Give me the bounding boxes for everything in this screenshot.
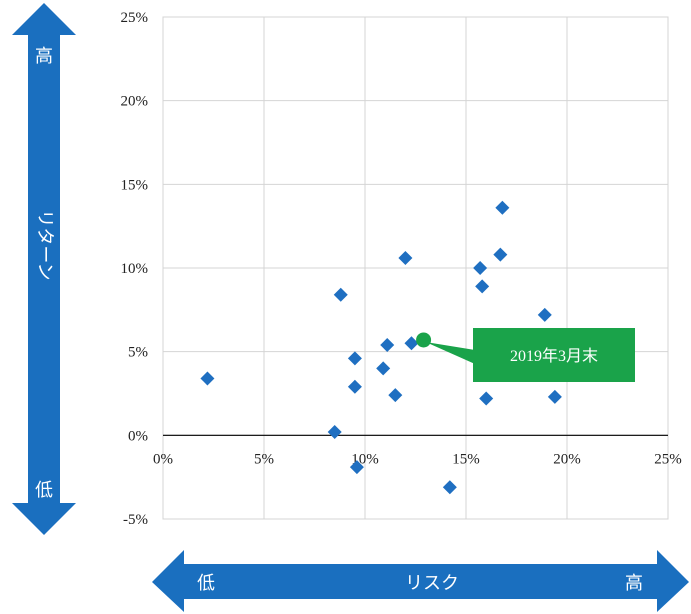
scatter-point bbox=[200, 371, 215, 386]
scatter-point bbox=[347, 351, 362, 366]
scatter-point bbox=[479, 391, 494, 406]
highlight-point bbox=[416, 332, 432, 348]
y-tick-label: 25% bbox=[121, 10, 149, 26]
scatter-point bbox=[380, 337, 395, 352]
x-tick-label: 20% bbox=[553, 451, 581, 467]
scatter-point bbox=[327, 424, 342, 439]
return-arrow-high-label: 高 bbox=[35, 46, 53, 67]
return-arrow: 高 リターン 低 bbox=[12, 3, 76, 535]
y-tick-label: 0% bbox=[128, 428, 148, 444]
highlight-callout-box bbox=[473, 328, 635, 382]
scatter-point bbox=[495, 200, 510, 215]
scatter-point bbox=[473, 261, 488, 275]
scatter-point bbox=[333, 287, 348, 302]
x-tick-label: 15% bbox=[452, 451, 480, 467]
return-arrow-mid-label: リターン bbox=[34, 209, 55, 280]
scatter-point bbox=[398, 250, 413, 265]
highlight-callout-pointer bbox=[425, 341, 475, 364]
scatter-point bbox=[547, 389, 562, 404]
scatter-point bbox=[349, 460, 364, 475]
scatter-point bbox=[475, 279, 490, 294]
risk-arrow-mid-label: リスク bbox=[405, 573, 459, 594]
y-tick-label: 5% bbox=[128, 345, 148, 361]
x-tick-label: 0% bbox=[153, 451, 173, 467]
scatter-point bbox=[442, 480, 457, 495]
scatter-point bbox=[388, 388, 403, 403]
risk-arrow-shape bbox=[152, 550, 689, 612]
risk-arrow: 低 リスク 高 bbox=[152, 550, 689, 612]
highlight-callout-label: 2019年3月末 bbox=[510, 347, 598, 365]
return-arrow-shape bbox=[12, 3, 76, 535]
y-tick-label: -5% bbox=[123, 512, 148, 528]
plot-area: 25%20%15%10%5%0%-5%0% 5% 10% 15% 20% 25%2019年… bbox=[121, 10, 682, 528]
return-arrow-low-label: 低 bbox=[35, 480, 53, 501]
scatter-point bbox=[493, 247, 508, 262]
risk-arrow-low-label: 低 bbox=[197, 573, 215, 594]
risk-arrow-high-label: 高 bbox=[625, 573, 643, 594]
y-tick-label: 10% bbox=[121, 261, 149, 277]
scatter-point bbox=[376, 361, 391, 376]
y-tick-label: 15% bbox=[121, 177, 149, 193]
scatter-point bbox=[537, 307, 552, 322]
y-tick-label: 20% bbox=[121, 94, 149, 110]
scatter-point bbox=[347, 379, 362, 394]
x-tick-label: 5% bbox=[254, 451, 274, 467]
x-tick-label: 25% bbox=[654, 451, 682, 467]
scatter-point bbox=[404, 336, 419, 351]
